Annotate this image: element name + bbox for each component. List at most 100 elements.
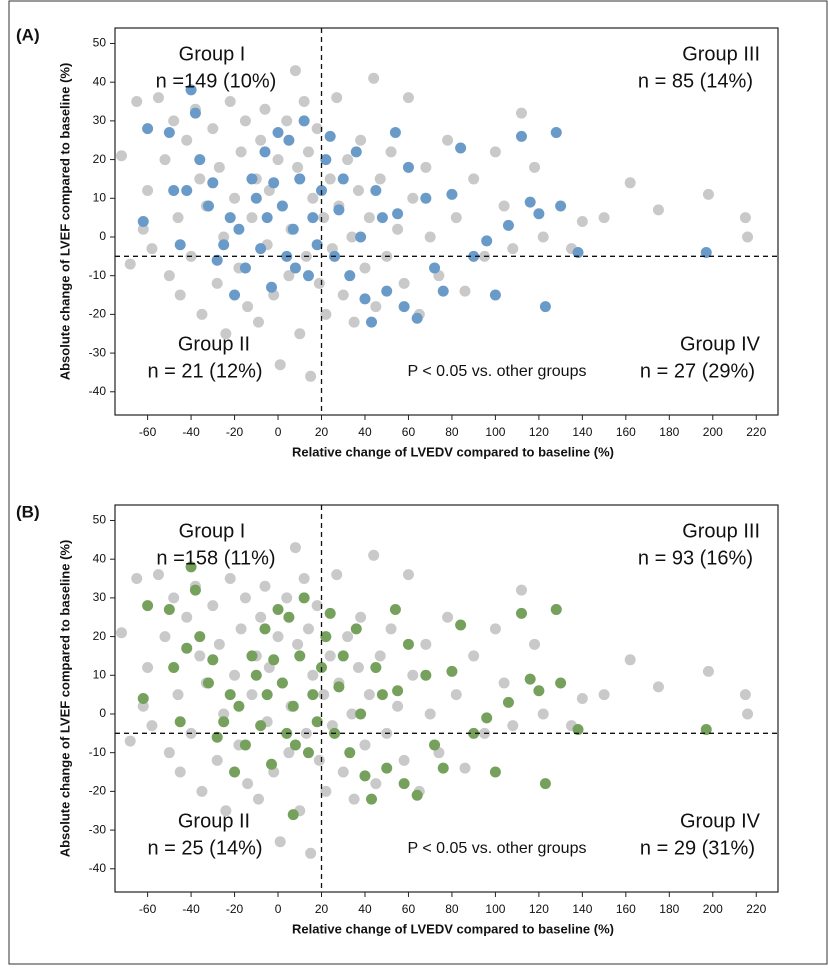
scatter-point: [424, 231, 436, 243]
scatter-point: [442, 134, 454, 146]
scatter-point: [224, 212, 236, 224]
scatter-point: [411, 312, 423, 324]
scatter-point: [302, 623, 314, 635]
scatter-point: [218, 231, 230, 243]
y-tick-label: 0: [99, 706, 106, 720]
scatter-point: [355, 134, 367, 146]
x-tick-label: 60: [402, 425, 416, 439]
scatter-point: [392, 208, 404, 220]
scatter-point: [363, 689, 375, 701]
scatter-point: [302, 270, 314, 282]
scatter-point: [281, 592, 293, 604]
scatter-point: [533, 208, 545, 220]
scatter-point: [702, 665, 714, 677]
annotation: n = 21 (12%): [147, 360, 262, 382]
scatter-point: [211, 754, 223, 766]
scatter-point: [152, 569, 164, 581]
x-tick-label: 120: [529, 425, 549, 439]
plot-frame: [114, 27, 779, 416]
scatter-point: [539, 301, 551, 313]
scatter-point: [294, 173, 306, 185]
scatter-point: [289, 65, 301, 77]
scatter-point: [146, 720, 158, 732]
y-tick-label: -40: [89, 861, 107, 875]
scatter-point: [255, 243, 267, 255]
scatter-point: [320, 154, 332, 166]
scatter-point: [370, 662, 382, 674]
scatter-point: [242, 778, 254, 790]
scatter-point: [255, 611, 267, 623]
scatter-point: [539, 778, 551, 790]
y-tick-label: -40: [89, 384, 107, 398]
scatter-point: [359, 770, 371, 782]
scatter-point: [255, 720, 267, 732]
scatter-point: [455, 619, 467, 631]
scatter-point: [142, 185, 154, 197]
scatter-point: [124, 735, 136, 747]
scatter-point: [207, 600, 219, 612]
scatter-point: [398, 754, 410, 766]
annotation: Group I: [179, 520, 246, 542]
scatter-point: [266, 758, 278, 770]
scatter-point: [468, 250, 480, 262]
y-tick-label: 30: [93, 113, 107, 127]
scatter-point: [498, 677, 510, 689]
scatter-point: [442, 611, 454, 623]
x-tick-label: 20: [315, 425, 329, 439]
scatter-point: [324, 130, 336, 142]
scatter-point: [742, 708, 754, 720]
scatter-point: [489, 623, 501, 635]
scatter-point: [337, 173, 349, 185]
scatter-point: [250, 669, 262, 681]
scatter-point: [229, 766, 241, 778]
scatter-point: [429, 739, 441, 751]
scatter-point: [407, 192, 419, 204]
scatter-point: [576, 693, 588, 704]
scatter-point: [202, 200, 214, 212]
y-tick-label: 20: [93, 152, 107, 166]
scatter-point: [266, 281, 278, 293]
scatter-point: [307, 689, 319, 701]
scatter-point: [318, 212, 330, 224]
scatter-point: [652, 681, 664, 693]
scatter-point: [742, 231, 754, 243]
x-axis-label: Relative change of LVEDV compared to bas…: [292, 444, 614, 459]
scatter-point: [239, 115, 251, 127]
scatter-point: [702, 188, 714, 200]
scatter-point: [213, 638, 225, 650]
scatter-point: [537, 708, 549, 720]
scatter-point: [311, 123, 323, 135]
y-tick-label: -10: [89, 745, 107, 759]
x-tick-label: 120: [529, 902, 549, 916]
scatter-point: [320, 308, 332, 320]
scatter-point: [218, 239, 230, 251]
scatter-point: [168, 592, 180, 604]
scatter-point: [259, 103, 271, 115]
scatter-point: [174, 239, 186, 251]
scatter-point: [298, 592, 310, 604]
annotation: n = 93 (16%): [638, 547, 753, 569]
scatter-point: [537, 231, 549, 243]
scatter-point: [194, 631, 206, 643]
scatter-point: [287, 700, 299, 712]
scatter-point: [459, 285, 471, 297]
scatter-point: [370, 301, 382, 313]
scatter-point: [352, 185, 364, 197]
scatter-point: [392, 223, 404, 235]
scatter-point: [318, 689, 330, 701]
annotation: Group I: [179, 43, 246, 65]
scatter-point: [337, 650, 349, 662]
scatter-point: [498, 200, 510, 212]
scatter-point: [168, 185, 180, 197]
scatter-point: [366, 793, 378, 805]
scatter-point: [259, 580, 271, 592]
scatter-point: [337, 766, 349, 778]
y-tick-label: -20: [89, 307, 107, 321]
scatter-point: [239, 592, 251, 604]
scatter-point: [739, 689, 751, 701]
scatter-point: [407, 669, 419, 681]
scatter-point: [352, 662, 364, 674]
scatter-point: [252, 316, 264, 328]
scatter-point: [298, 573, 310, 585]
scatter-point: [389, 126, 401, 138]
